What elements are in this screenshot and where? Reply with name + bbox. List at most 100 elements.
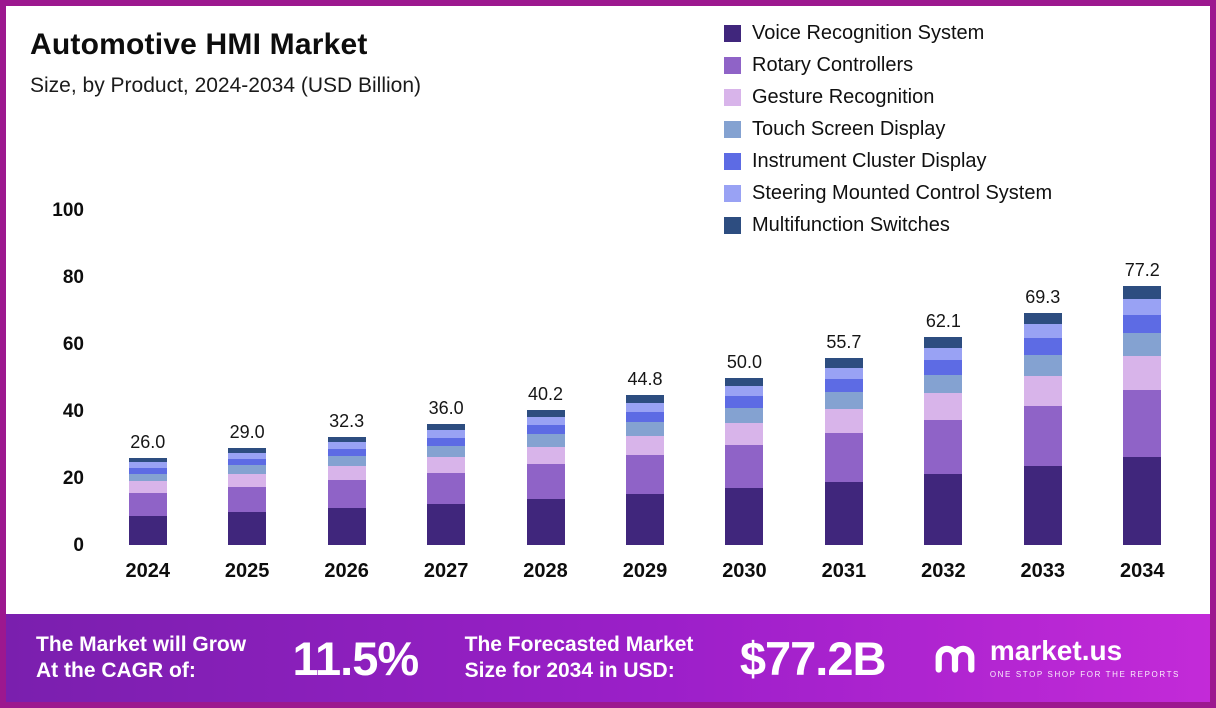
y-tick-label: 60 bbox=[62, 334, 84, 355]
chart-legend: Voice Recognition System Rotary Controlle… bbox=[724, 22, 1052, 237]
bar-group-2024: 26.0 2024 bbox=[98, 210, 197, 591]
legend-item-rotary-controllers: Rotary Controllers bbox=[724, 54, 1052, 77]
bar-segment-touch-screen-display bbox=[327, 456, 366, 466]
bar-segment-rotary-controllers bbox=[924, 420, 963, 475]
bar-segment-multifunction-switches bbox=[1023, 312, 1062, 325]
x-tick-label: 2031 bbox=[821, 560, 867, 582]
bar-segment-steering-mounted-control-system bbox=[228, 452, 267, 459]
bar-segment-instrument-cluster-display bbox=[924, 360, 963, 375]
x-tick-label: 2029 bbox=[622, 560, 668, 582]
bar-segment-steering-mounted-control-system bbox=[725, 385, 764, 396]
bar-segment-multifunction-switches bbox=[824, 358, 863, 369]
bar-segment-touch-screen-display bbox=[824, 392, 863, 410]
bar-segment-steering-mounted-control-system bbox=[427, 430, 466, 438]
bar-total-label: 50.0 bbox=[726, 351, 762, 372]
bar-segment-gesture-recognition bbox=[427, 456, 466, 473]
stacked-bar-2025 bbox=[228, 447, 267, 545]
marketus-logo-icon bbox=[932, 635, 978, 681]
legend-swatch bbox=[724, 153, 741, 170]
bar-group-2029: 44.8 2029 bbox=[595, 210, 694, 591]
cagr-label-line2: At the CAGR of: bbox=[36, 659, 196, 682]
legend-label: Gesture Recognition bbox=[752, 86, 935, 108]
x-tick-label: 2034 bbox=[1120, 560, 1165, 582]
brand-block: market.us ONE STOP SHOP FOR THE REPORTS bbox=[932, 635, 1180, 681]
stacked-bar-2029 bbox=[625, 394, 664, 545]
bar-segment-steering-mounted-control-system bbox=[1023, 324, 1062, 339]
bar-segment-gesture-recognition bbox=[228, 474, 267, 487]
bar-segment-rotary-controllers bbox=[1123, 389, 1162, 458]
legend-item-voice-recognition-system: Voice Recognition System bbox=[724, 22, 1052, 45]
stacked-bar-2033 bbox=[1023, 312, 1062, 545]
bar-segment-touch-screen-display bbox=[228, 465, 267, 474]
bar-segment-rotary-controllers bbox=[327, 480, 366, 509]
legend-label: Instrument Cluster Display bbox=[752, 150, 987, 172]
cagr-label: The Market will Grow At the CAGR of: bbox=[36, 632, 246, 685]
legend-item-touch-screen-display: Touch Screen Display bbox=[724, 118, 1052, 141]
bar-total-label: 44.8 bbox=[627, 368, 663, 389]
bar-segment-multifunction-switches bbox=[526, 410, 565, 418]
bar-segment-rotary-controllers bbox=[824, 433, 863, 482]
bar-segment-gesture-recognition bbox=[824, 409, 863, 434]
bar-total-label: 69.3 bbox=[1025, 286, 1061, 307]
chart-subtitle: Size, by Product, 2024-2034 (USD Billion… bbox=[30, 74, 422, 97]
bar-segment-gesture-recognition bbox=[1123, 356, 1162, 390]
bar-segment-instrument-cluster-display bbox=[625, 412, 664, 423]
bar-segment-instrument-cluster-display bbox=[228, 458, 267, 466]
bar-segment-voice-recognition-system bbox=[824, 481, 863, 545]
legend-item-gesture-recognition: Gesture Recognition bbox=[724, 86, 1052, 109]
stacked-bar-2024 bbox=[128, 457, 167, 545]
bar-segment-gesture-recognition bbox=[128, 481, 167, 493]
x-tick-label: 2028 bbox=[523, 560, 568, 582]
x-tick-label: 2033 bbox=[1020, 560, 1066, 582]
footer-band: The Market will Grow At the CAGR of: 11.… bbox=[6, 614, 1210, 702]
brand-name: market.us bbox=[989, 635, 1123, 666]
bar-total-label: 26.0 bbox=[130, 431, 166, 452]
bar-segment-touch-screen-display bbox=[725, 407, 764, 423]
bar-total-label: 36.0 bbox=[428, 398, 464, 419]
chart-panel: Automotive HMI Market Size, by Product, … bbox=[6, 6, 1210, 614]
bar-segment-voice-recognition-system bbox=[725, 488, 764, 545]
bar-segment-touch-screen-display bbox=[1123, 332, 1162, 357]
bar-group-2025: 29.0 2025 bbox=[197, 210, 296, 591]
bar-segment-rotary-controllers bbox=[228, 486, 267, 512]
stacked-bar-2027 bbox=[427, 424, 466, 545]
bar-segment-rotary-controllers bbox=[725, 444, 764, 489]
stacked-bar-2030 bbox=[725, 377, 764, 545]
bar-segment-multifunction-switches bbox=[128, 457, 167, 463]
y-tick-label: 20 bbox=[62, 468, 84, 489]
legend-item-steering-mounted-control-system: Steering Mounted Control System bbox=[724, 182, 1052, 205]
legend-swatch bbox=[724, 89, 741, 106]
bar-segment-instrument-cluster-display bbox=[1123, 314, 1162, 333]
forecast-label-line1: The Forecasted Market bbox=[464, 632, 694, 656]
stacked-bar-2026 bbox=[327, 436, 366, 545]
bar-segment-voice-recognition-system bbox=[1123, 457, 1162, 545]
bar-segment-multifunction-switches bbox=[427, 424, 466, 431]
bar-segment-steering-mounted-control-system bbox=[824, 368, 863, 380]
legend-label: Steering Mounted Control System bbox=[752, 182, 1053, 204]
legend-swatch bbox=[724, 121, 741, 138]
bar-segment-multifunction-switches bbox=[625, 394, 664, 404]
bar-segment-steering-mounted-control-system bbox=[327, 442, 366, 449]
forecast-label: The Forecasted Market Size for 2034 in U… bbox=[465, 632, 694, 685]
bar-segment-gesture-recognition bbox=[1023, 375, 1062, 406]
bar-segment-multifunction-switches bbox=[924, 337, 963, 348]
bar-segment-touch-screen-display bbox=[526, 434, 565, 447]
bar-segment-steering-mounted-control-system bbox=[1123, 299, 1162, 315]
forecast-label-line2: Size for 2034 in USD: bbox=[464, 659, 675, 682]
bar-segment-gesture-recognition bbox=[725, 422, 764, 445]
y-tick-label: 40 bbox=[62, 401, 84, 422]
bar-segment-rotary-controllers bbox=[427, 472, 466, 505]
legend-swatch bbox=[724, 57, 741, 74]
bar-segment-instrument-cluster-display bbox=[327, 448, 366, 457]
cagr-label-line1: The Market will Grow bbox=[36, 632, 247, 656]
bar-total-label: 77.2 bbox=[1124, 260, 1160, 281]
legend-swatch bbox=[724, 185, 741, 202]
bar-group-2028: 40.2 2028 bbox=[496, 210, 595, 591]
bar-segment-touch-screen-display bbox=[625, 422, 664, 436]
bar-segment-voice-recognition-system bbox=[1023, 465, 1062, 545]
bar-segment-touch-screen-display bbox=[427, 446, 466, 457]
chart-header: Automotive HMI Market Size, by Product, … bbox=[30, 28, 421, 98]
bar-segment-multifunction-switches bbox=[327, 436, 366, 443]
bar-total-label: 55.7 bbox=[826, 332, 862, 353]
